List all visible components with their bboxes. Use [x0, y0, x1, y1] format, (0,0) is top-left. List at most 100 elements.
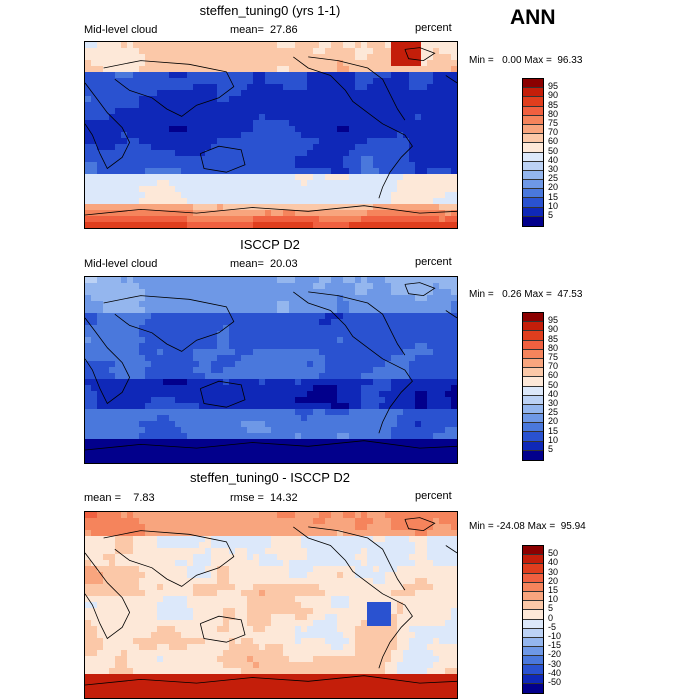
map-field-cell [85, 433, 92, 440]
map-field-cell [91, 433, 98, 440]
colorbar-label: 20 [548, 182, 559, 193]
map-field-cell [157, 608, 164, 615]
map-field-cell [427, 433, 434, 440]
map-field-cell [139, 349, 146, 356]
map-field-cell [175, 608, 182, 615]
map-field-cell [427, 138, 434, 145]
map-field-cell [403, 524, 410, 531]
map-field-cell [241, 349, 248, 356]
map-field-cell [295, 277, 302, 284]
map-field-cell [361, 367, 368, 374]
map-field-cell [361, 608, 368, 615]
map-field-cell [409, 584, 416, 591]
map-field-cell [379, 337, 386, 344]
map-field-cell [427, 144, 434, 151]
map-field-cell [373, 584, 380, 591]
map-field-cell [241, 210, 248, 217]
map-field-cell [451, 120, 457, 127]
map-field-cell [97, 60, 104, 67]
map-field-cell [193, 415, 200, 422]
map-field-cell [313, 542, 320, 549]
map-field-cell [91, 102, 98, 109]
map-field-cell [337, 602, 344, 609]
map-field-cell [277, 204, 284, 211]
map-field-cell [235, 560, 242, 567]
map-field-cell [367, 415, 374, 422]
map-field-cell [217, 542, 224, 549]
map-field-cell [283, 78, 290, 85]
map-field-cell [307, 210, 314, 217]
map-field-cell [325, 186, 332, 193]
map-field-cell [145, 602, 152, 609]
colorbar-label: 25 [548, 173, 559, 184]
map-field-cell [421, 548, 428, 555]
map-field-cell [139, 319, 146, 326]
colorbar-label: 50 [548, 379, 559, 390]
map-field-cell [199, 415, 206, 422]
map-field-cell [343, 90, 350, 97]
map-field-cell [301, 325, 308, 332]
map-field-cell [229, 578, 236, 585]
map-field-cell [439, 277, 446, 284]
map-field-cell [349, 512, 356, 519]
map-field-cell [217, 186, 224, 193]
map-field-cell [271, 439, 278, 446]
map-field-cell [181, 457, 188, 463]
map-field-cell [85, 457, 92, 463]
map-field-cell [277, 596, 284, 603]
map-field-cell [343, 42, 350, 49]
map-field-cell [307, 608, 314, 615]
map-field-cell [139, 325, 146, 332]
map-field-cell [319, 60, 326, 67]
map-field-cell [211, 120, 218, 127]
map-field-cell [175, 222, 182, 228]
map-field-cell [199, 457, 206, 463]
map-field-cell [295, 66, 302, 73]
map-field-cell [97, 602, 104, 609]
map-field-cell [367, 457, 374, 463]
map-field-cell [271, 90, 278, 97]
map-field-cell [403, 566, 410, 573]
map-field-cell [301, 542, 308, 549]
map-field-cell [97, 283, 104, 290]
map-field-cell [121, 445, 128, 452]
map-field-cell [205, 313, 212, 320]
map-field-cell [259, 584, 266, 591]
map-field-cell [103, 48, 110, 55]
map-field-cell [193, 367, 200, 374]
map-field-cell [193, 216, 200, 223]
map-field-cell [163, 530, 170, 537]
map-field-cell [367, 114, 374, 121]
map-field-cell [97, 301, 104, 308]
map-field-cell [91, 385, 98, 392]
map-field-cell [115, 512, 122, 519]
map-field-cell [313, 192, 320, 199]
map-field-cell [367, 144, 374, 151]
map-field-cell [229, 512, 236, 519]
map-field-cell [433, 608, 440, 615]
map-field-cell [265, 66, 272, 73]
map-field-cell [265, 198, 272, 205]
map-field-cell [391, 222, 398, 228]
map-field-cell [187, 403, 194, 410]
panel-1-title: steffen_tuning0 (yrs 1-1) [199, 3, 341, 18]
map-field-cell [265, 578, 272, 585]
map-field-cell [379, 307, 386, 314]
map-field-cell [115, 283, 122, 290]
map-field-cell [151, 524, 158, 531]
map-field-cell [295, 325, 302, 332]
map-field-cell [187, 114, 194, 121]
map-field-cell [391, 144, 398, 151]
map-field-cell [145, 66, 152, 73]
map-field-cell [181, 518, 188, 525]
map-field-cell [241, 186, 248, 193]
map-field-cell [313, 337, 320, 344]
map-field-cell [355, 168, 362, 175]
map-field-cell [451, 204, 457, 211]
map-field-cell [445, 90, 452, 97]
map-field-cell [139, 210, 146, 217]
map-field-cell [391, 427, 398, 434]
map-field-cell [289, 367, 296, 374]
map-field-cell [145, 403, 152, 410]
map-field-cell [427, 524, 434, 531]
